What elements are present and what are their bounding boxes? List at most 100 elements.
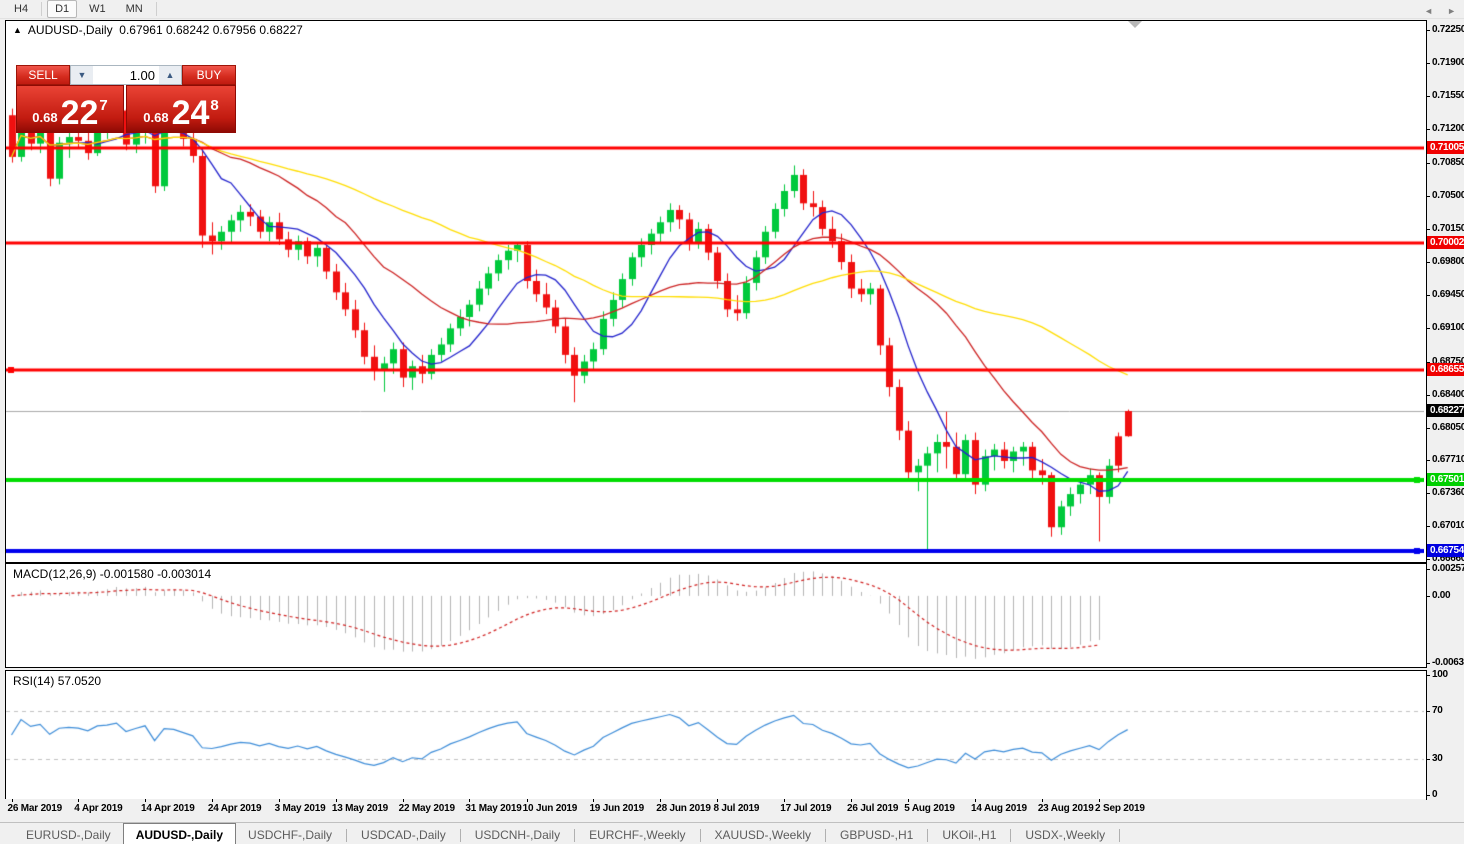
price-chart-canvas[interactable] [6, 21, 1424, 560]
macd-axis-label: 0.00 [1432, 589, 1451, 601]
date-axis-label: 14 Aug 2019 [971, 803, 1027, 814]
date-axis-label: 4 Apr 2019 [74, 803, 123, 814]
price-axis-label: 0.69800 [1432, 256, 1464, 268]
price-axis-label: 0.71900 [1432, 57, 1464, 69]
date-axis-label: 14 Apr 2019 [141, 803, 195, 814]
chart-ohlc-values: 0.67961 0.68242 0.67956 0.68227 [119, 23, 303, 37]
price-axis-tick [1426, 295, 1430, 297]
date-axis-label: 26 Jul 2019 [847, 803, 899, 814]
date-axis-tick [593, 799, 595, 802]
chart-tab-eurchf-weekly[interactable]: EURCHF-,Weekly [589, 828, 686, 842]
price-axis-label: 0.69450 [1432, 289, 1464, 301]
timeframe-button-w1[interactable]: W1 [89, 3, 106, 15]
lot-size-input[interactable] [93, 66, 159, 84]
rsi-label: RSI(14) 57.0520 [13, 674, 101, 688]
chart-tab-xauusd-weekly[interactable]: XAUUSD-,Weekly [714, 828, 811, 842]
chart-tab-gbpusd-h1[interactable]: GBPUSD-,H1 [840, 828, 914, 842]
date-axis-tick [11, 799, 13, 802]
sell-price-button[interactable]: 0.68 22 7 [16, 85, 124, 133]
price-axis-tick [1426, 361, 1430, 363]
buy-price-button[interactable]: 0.68 24 8 [126, 85, 236, 133]
chart-shift-marker-icon[interactable] [1128, 21, 1142, 28]
date-axis-tick [402, 799, 404, 802]
rsi-axis-tick [1426, 759, 1430, 760]
buy-button[interactable]: BUY [182, 65, 236, 85]
price-axis-label: 0.68050 [1432, 421, 1464, 433]
price-axis-label: 0.71550 [1432, 90, 1464, 102]
macd-axis-tick [1426, 663, 1430, 665]
date-axis-label: 5 Aug 2019 [904, 803, 955, 814]
timeframe-button-h4[interactable]: H4 [14, 3, 29, 15]
chart-tab-ukoil-h1[interactable]: UKOil-,H1 [942, 828, 997, 842]
price-axis-tick [1426, 262, 1430, 264]
tab-separator [346, 829, 348, 842]
macd-name: MACD(12,26,9) [13, 567, 97, 581]
rsi-indicator-pane[interactable]: RSI(14) 57.0520 [5, 670, 1427, 800]
timeframe-button-d1[interactable]: D1 [47, 0, 78, 18]
macd-axis-label: 0.002574 [1432, 562, 1464, 574]
tab-separator [927, 829, 929, 842]
tab-scroll-left-icon[interactable]: ◄ [1424, 6, 1434, 16]
price-axis-label: 0.71200 [1432, 123, 1464, 135]
chart-tab-eurusd-daily[interactable]: EURUSD-,Daily [26, 828, 111, 842]
price-axis[interactable]: 0.72250 0.71900 0.71550 0.71200 0.70850 0.705… [1426, 20, 1464, 818]
chart-title: ▲ AUDUSD-,Daily 0.67961 0.68242 0.67956 0… [13, 23, 303, 37]
price-axis-tick [1426, 228, 1430, 230]
date-axis[interactable]: 26 Mar 2019 4 Apr 2019 14 Apr 2019 24 Apr 2… [5, 799, 1426, 817]
tab-scroll-right-icon[interactable]: ► [1447, 6, 1456, 16]
price-axis-tick [1426, 460, 1430, 461]
chevron-up-icon: ▲ [165, 70, 175, 80]
price-axis-label: 0.68400 [1432, 388, 1464, 400]
collapse-panel-icon[interactable]: ▲ [13, 25, 22, 35]
sell-price-small: 0.68 [32, 110, 58, 125]
rsi-axis-tick [1426, 675, 1430, 676]
tab-separator [1119, 829, 1121, 842]
tab-separator [699, 829, 701, 842]
timeframe-button-mn[interactable]: MN [125, 3, 143, 15]
price-chart-pane[interactable]: ▲ AUDUSD-,Daily 0.67961 0.68242 0.67956 0… [5, 20, 1427, 563]
date-axis-tick [526, 799, 528, 802]
date-axis-label: 3 May 2019 [274, 803, 326, 814]
chart-tab-usdcad-daily[interactable]: USDCAD-,Daily [361, 828, 446, 842]
date-axis-label: 23 Aug 2019 [1037, 803, 1094, 814]
rsi-canvas[interactable] [6, 671, 1424, 797]
date-axis-label: 17 Jul 2019 [780, 803, 832, 814]
price-axis-tick [1426, 526, 1430, 528]
price-level-badge: 0.70002 [1427, 235, 1464, 249]
macd-values: -0.001580 -0.003014 [99, 567, 212, 581]
rsi-axis-label: 70 [1432, 705, 1443, 716]
price-axis-tick [1426, 559, 1430, 561]
price-axis-tick [1426, 493, 1430, 495]
chart-tab-usdcnh-daily[interactable]: USDCNH-,Daily [474, 828, 561, 842]
date-axis-label: 28 Jun 2019 [656, 803, 711, 814]
date-axis-tick [784, 799, 786, 802]
timeframe-toolbar: H4 D1 W1 MN [0, 0, 1464, 19]
sell-button[interactable]: SELL [16, 65, 70, 85]
macd-indicator-pane[interactable]: MACD(12,26,9) -0.001580 -0.003014 [5, 563, 1427, 668]
date-axis-tick [660, 799, 662, 802]
price-axis-label: 0.72250 [1432, 23, 1464, 35]
price-axis-tick [1426, 195, 1430, 197]
price-axis-label: 0.67360 [1432, 487, 1464, 499]
date-axis-tick [851, 799, 853, 802]
macd-canvas[interactable] [6, 564, 1424, 665]
chart-tab-audusd-daily[interactable]: AUDUSD-,Daily [122, 823, 237, 844]
lot-increase-button[interactable]: ▲ [159, 66, 181, 84]
lot-size-group: ▼ ▲ [70, 65, 182, 85]
price-axis-label: 0.66660 [1432, 553, 1464, 565]
lot-decrease-button[interactable]: ▼ [71, 66, 93, 84]
chart-tab-usdchf-daily[interactable]: USDCHF-,Daily [248, 828, 333, 842]
chart-tab-usdx-weekly[interactable]: USDX-,Weekly [1025, 828, 1106, 842]
rsi-axis-label: 100 [1432, 669, 1448, 680]
date-axis-label: 2 Sep 2019 [1095, 803, 1145, 814]
price-level-badge: 0.66754 [1427, 543, 1464, 557]
date-axis-label: 24 Apr 2019 [207, 803, 262, 814]
price-level-badge: 0.68227 [1427, 404, 1464, 418]
tab-separator [574, 829, 576, 842]
date-axis-label: 31 May 2019 [465, 803, 522, 814]
rsi-axis-label: 30 [1432, 753, 1443, 764]
price-axis-tick [1426, 427, 1430, 429]
sell-price-pip: 7 [99, 97, 108, 114]
